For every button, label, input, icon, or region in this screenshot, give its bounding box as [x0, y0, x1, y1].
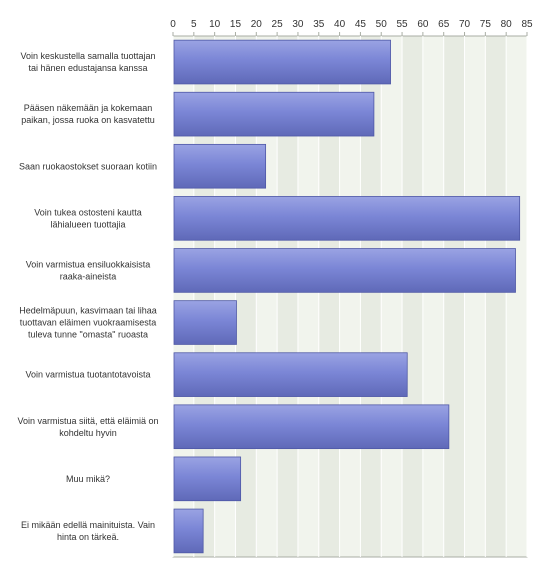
bar: [173, 404, 450, 450]
bars: [173, 39, 521, 554]
category-label-line: Ei mikään edellä mainituista. Vain: [21, 520, 155, 530]
category-label-line: kohdeltu hyvin: [59, 428, 117, 438]
plot-band: [443, 36, 465, 557]
x-tick-label: 55: [396, 19, 408, 30]
category-label-line: Muu mikä?: [66, 474, 110, 484]
category-label-line: Voin varmistua siitä, että eläimiä on: [17, 416, 158, 426]
x-tick-label: 20: [251, 19, 263, 30]
bar: [173, 91, 375, 137]
category-label-line: Voin tukea ostosteni kautta: [34, 207, 142, 217]
category-label: Muu mikä?: [66, 474, 110, 484]
x-tick-label: 15: [230, 19, 242, 30]
plot-band: [485, 36, 507, 557]
x-tick-label: 75: [480, 19, 492, 30]
category-label-line: paikan, jossa ruoka on kasvatettu: [21, 115, 155, 125]
category-label-line: tai hänen edustajansa kanssa: [28, 63, 147, 73]
category-label: Voin varmistua tuotantotavoista: [25, 370, 150, 380]
x-tick-label: 10: [209, 19, 221, 30]
x-tick-label: 65: [438, 19, 450, 30]
category-label: Saan ruokaostokset suoraan kotiin: [19, 161, 157, 171]
bar: [173, 456, 242, 502]
x-tick-label: 0: [170, 19, 176, 30]
x-tick-label: 40: [334, 19, 346, 30]
x-tick-label: 45: [355, 19, 367, 30]
category-label: Voin varmistua siitä, että eläimiä on koh…: [17, 416, 158, 438]
x-tick-label: 35: [313, 19, 325, 30]
x-tick-label: 70: [459, 19, 471, 30]
category-label-line: lähialueen tuottajia: [50, 219, 125, 229]
x-tick-label: 30: [292, 19, 304, 30]
category-label-line: tuottavan eläimen vuokraamisesta: [20, 318, 157, 328]
x-axis: 0 5 10 15 20 25 30 35 40 45 50 55 60 65 70 75 80 85: [170, 19, 533, 36]
x-tick-label: 60: [417, 19, 429, 30]
bar: [173, 248, 516, 293]
category-label-line: tuleva tunne "omasta" ruoasta: [28, 330, 148, 340]
category-label-line: raaka-aineista: [60, 271, 117, 281]
bar: [173, 508, 204, 554]
bar: [173, 143, 267, 189]
x-tick-label: 80: [501, 19, 513, 30]
bar: [173, 39, 391, 85]
bar: [173, 352, 408, 397]
plot-band: [402, 36, 423, 557]
category-label-line: Saan ruokaostokset suoraan kotiin: [19, 161, 157, 171]
bar: [173, 300, 237, 345]
category-label: Ei mikään edellä mainituista. Vain hinta …: [21, 520, 155, 542]
category-label-line: Voin varmistua ensiluokkaisista: [26, 259, 151, 269]
category-label: Voin varmistua ensiluokkaisista raaka-ain…: [26, 259, 151, 281]
category-labels: Voin keskustella samalla tuottajan tai hä…: [17, 51, 158, 542]
category-label-line: Hedelmäpuun, kasvimaan tai lihaa: [19, 306, 157, 316]
category-label: Pääsen näkemään ja kokemaan paikan, jossa…: [21, 103, 155, 125]
x-tick-label: 5: [191, 19, 197, 30]
category-label: Voin tukea ostosteni kautta lähialueen tu…: [34, 207, 142, 229]
category-label-line: hinta on tärkeä.: [57, 532, 119, 542]
bar: [173, 196, 521, 241]
x-tick-label: 50: [376, 19, 388, 30]
x-tick-label: 85: [521, 19, 533, 30]
category-label-line: Pääsen näkemään ja kokemaan: [24, 103, 153, 113]
category-label-line: Voin keskustella samalla tuottajan: [20, 51, 155, 61]
category-label: Hedelmäpuun, kasvimaan tai lihaa tuottava…: [19, 306, 157, 340]
x-tick-label: 25: [272, 19, 284, 30]
category-label-line: Voin varmistua tuotantotavoista: [25, 370, 150, 380]
category-label: Voin keskustella samalla tuottajan tai hä…: [20, 51, 155, 73]
